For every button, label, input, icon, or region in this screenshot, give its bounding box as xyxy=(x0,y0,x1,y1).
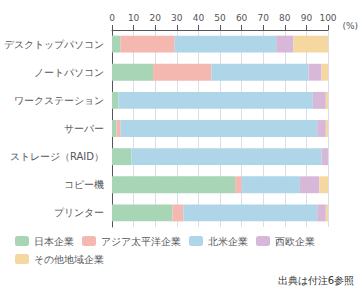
svg-text:20: 20 xyxy=(149,13,161,23)
svg-text:40: 40 xyxy=(193,13,205,23)
svg-text:60: 60 xyxy=(236,13,248,23)
svg-text:西欧企業: 西欧企業 xyxy=(275,236,315,247)
svg-text:ストレージ（RAID）: ストレージ（RAID） xyxy=(10,151,104,162)
svg-text:100: 100 xyxy=(319,13,336,23)
svg-text:北米企業: 北米企業 xyxy=(208,236,248,247)
svg-text:日本企業: 日本企業 xyxy=(34,236,74,247)
svg-text:出典は付注6参照: 出典は付注6参照 xyxy=(278,275,354,286)
svg-text:サーバー: サーバー xyxy=(64,123,104,134)
svg-text:70: 70 xyxy=(257,13,269,23)
svg-text:(%): (%) xyxy=(342,21,358,31)
svg-text:ノートパソコン: ノートパソコン xyxy=(34,67,104,78)
svg-text:0: 0 xyxy=(109,13,115,23)
svg-text:10: 10 xyxy=(128,13,140,23)
svg-text:プリンター: プリンター xyxy=(54,207,104,218)
svg-text:コピー機: コピー機 xyxy=(64,179,104,190)
svg-text:80: 80 xyxy=(279,13,291,23)
svg-text:ワークステーション: ワークステーション xyxy=(14,95,104,106)
svg-text:90: 90 xyxy=(301,13,313,23)
svg-text:デスクトップパソコン: デスクトップパソコン xyxy=(4,39,104,50)
svg-text:30: 30 xyxy=(171,13,183,23)
svg-text:50: 50 xyxy=(214,13,226,23)
svg-text:アジア太平洋企業: アジア太平洋企業 xyxy=(101,236,181,247)
svg-text:その他地域企業: その他地域企業 xyxy=(34,254,104,265)
